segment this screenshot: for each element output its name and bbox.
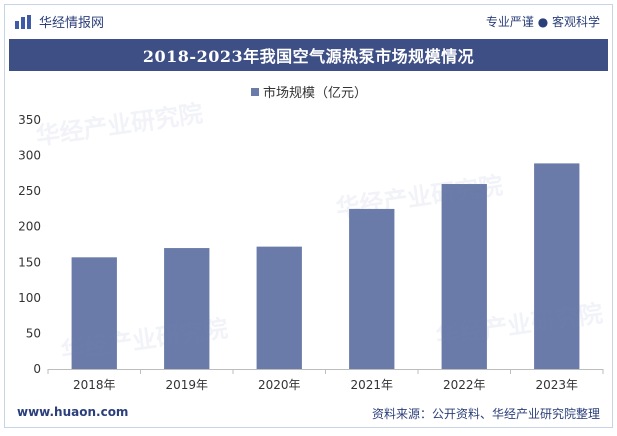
x-tick-label: 2021年	[350, 378, 393, 392]
site-url: www.huaon.com	[17, 405, 129, 419]
y-tick-label: 200	[18, 220, 41, 234]
bar	[164, 248, 210, 369]
chart-title: 2018-2023年我国空气源热泵市场规模情况	[142, 47, 475, 66]
bar	[71, 257, 117, 369]
x-tick-label: 2023年	[535, 378, 578, 392]
y-tick-label: 0	[33, 362, 41, 376]
y-tick-label: 100	[18, 291, 41, 305]
source-note: 资料来源：公开资料、华经产业研究院整理	[371, 407, 600, 421]
figure-frame: 华经情报网 专业严谨 ● 客观科学 2018-2023年我国空气源热泵市场规模情…	[4, 4, 613, 428]
x-tick-label: 2018年	[73, 378, 116, 392]
tagline: 专业严谨 ● 客观科学	[485, 15, 600, 29]
logo-bars-icon	[15, 14, 33, 29]
logo: 华经情报网	[15, 12, 104, 31]
bar	[534, 163, 580, 369]
bar	[349, 208, 395, 369]
legend-label: 市场规模（亿元）	[263, 85, 367, 101]
bar-chart: 市场规模（亿元） 0 50 100 150 200 250 300 350 2018年 2019年 2…	[18, 85, 604, 392]
legend-swatch	[251, 88, 259, 96]
logo-text: 华经情报网	[39, 16, 105, 31]
x-tick-label: 2019年	[165, 378, 208, 392]
y-tick-label: 150	[18, 255, 41, 269]
title-bar: 2018-2023年我国空气源热泵市场规模情况	[9, 39, 608, 71]
y-tick-label: 300	[18, 149, 41, 163]
x-tick-label: 2020年	[258, 378, 301, 392]
y-tick-label: 50	[26, 326, 41, 340]
footer-bar: www.huaon.com 资料来源：公开资料、华经产业研究院整理	[5, 397, 612, 427]
bar	[441, 184, 487, 369]
y-tick-label: 250	[18, 184, 41, 198]
header-bar: 华经情报网 专业严谨 ● 客观科学	[5, 5, 612, 35]
x-tick-label: 2022年	[443, 378, 486, 392]
y-tick-label: 350	[18, 113, 41, 127]
bar	[256, 246, 302, 369]
